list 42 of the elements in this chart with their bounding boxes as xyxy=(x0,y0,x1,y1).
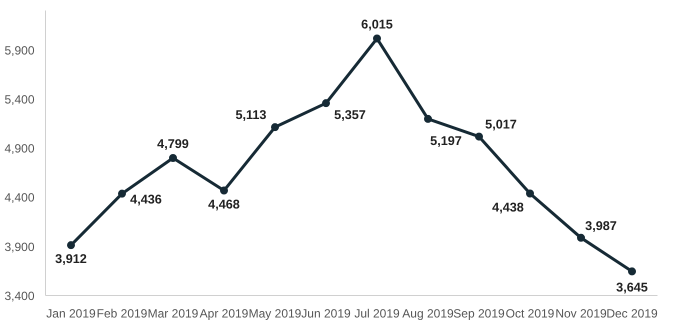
y-tick-label: 5,900 xyxy=(4,43,35,58)
x-tick-label: Feb 2019 xyxy=(96,306,148,320)
text: 4,438 xyxy=(492,200,524,214)
text: 5,357 xyxy=(334,108,366,122)
x-tick-label: Jul 2019 xyxy=(354,306,400,320)
x-tick-label: Dec 2019 xyxy=(606,306,658,320)
x-tick-label: Jun 2019 xyxy=(301,306,352,320)
point xyxy=(118,190,126,198)
x-tick-label: Aug 2019 xyxy=(402,306,454,320)
x-tick-label: Apr 2019 xyxy=(200,306,249,320)
point xyxy=(628,267,636,276)
text: 5,017 xyxy=(485,118,517,132)
text: 3,987 xyxy=(585,218,617,233)
x-tick-label: Oct 2019 xyxy=(506,306,555,320)
point xyxy=(271,123,279,132)
x-tick-label: Nov 2019 xyxy=(555,306,608,320)
point xyxy=(67,241,75,250)
point xyxy=(424,114,432,123)
text: 4,436 xyxy=(130,192,162,207)
y-tick-label: 3,400 xyxy=(4,289,35,303)
x-tick-label: Mar 2019 xyxy=(148,306,199,320)
point xyxy=(475,132,483,141)
point xyxy=(322,99,330,108)
x-tick-label: May 2019 xyxy=(248,306,302,320)
y-tick-label: 4,900 xyxy=(4,142,35,156)
x-tick-label: Sep 2019 xyxy=(453,306,506,320)
text: 6,015 xyxy=(361,18,393,32)
x-tick-label: Jan 2019 xyxy=(46,306,96,320)
text: 5,113 xyxy=(236,108,266,122)
text: 5,197 xyxy=(430,134,462,148)
point xyxy=(526,189,534,198)
text: 4,799 xyxy=(157,137,189,152)
y-tick-label: 5,400 xyxy=(4,92,35,106)
text: 3,912 xyxy=(55,252,87,266)
point xyxy=(220,186,228,195)
point xyxy=(373,34,381,42)
y-tick-label: 4,400 xyxy=(4,190,35,205)
point xyxy=(169,154,177,162)
point xyxy=(577,234,585,242)
text: 4,468 xyxy=(208,198,240,212)
y-tick-label: 3,900 xyxy=(4,240,35,254)
text: 3,645 xyxy=(616,280,648,294)
